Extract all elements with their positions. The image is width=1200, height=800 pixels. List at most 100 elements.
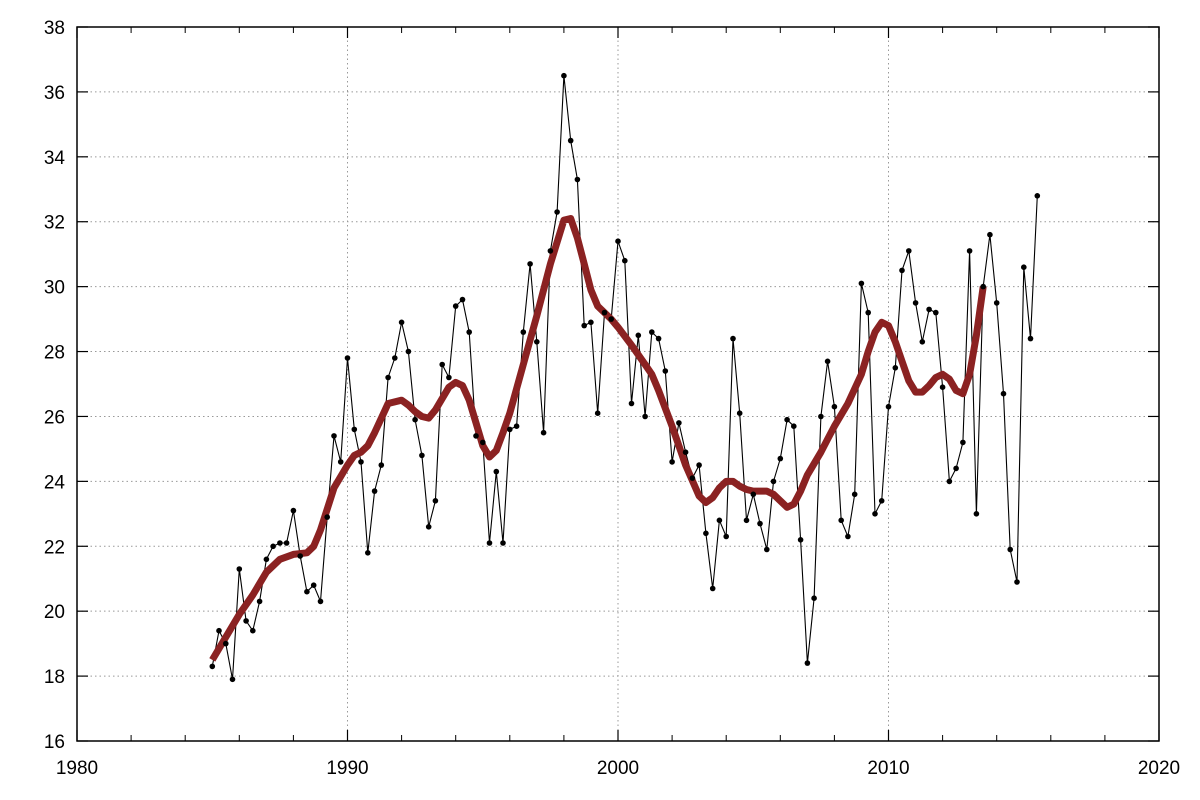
data-point xyxy=(1021,264,1027,271)
data-point xyxy=(405,348,412,355)
data-point xyxy=(412,416,418,423)
data-point xyxy=(500,540,506,546)
data-point xyxy=(223,640,229,647)
data-point xyxy=(662,368,669,374)
data-point xyxy=(1034,193,1041,199)
x-tick-label: 2010 xyxy=(867,758,909,779)
data-point xyxy=(534,339,540,345)
data-point xyxy=(689,475,696,481)
data-point xyxy=(567,137,574,144)
data-point xyxy=(878,498,885,504)
data-point xyxy=(452,303,459,309)
x-axis-ticks: 1980 1990 2000 2010 2020 xyxy=(56,27,1180,779)
y-tick-label: 18 xyxy=(44,667,65,688)
data-point xyxy=(804,660,811,666)
data-point xyxy=(554,209,560,215)
data-point xyxy=(290,507,297,514)
data-point xyxy=(1000,390,1007,397)
data-point xyxy=(736,410,743,417)
data-point xyxy=(939,384,946,391)
data-point xyxy=(628,400,635,407)
y-tick-label: 26 xyxy=(44,407,65,428)
data-point xyxy=(351,426,358,433)
data-point xyxy=(682,449,689,456)
data-point xyxy=(480,439,486,446)
grid xyxy=(77,27,1159,741)
x-tick-label: 2020 xyxy=(1138,758,1180,779)
data-point xyxy=(608,316,614,322)
trend-line xyxy=(209,215,987,662)
data-point xyxy=(716,517,723,524)
data-point xyxy=(980,283,986,290)
x-tick-label: 1980 xyxy=(56,758,98,779)
data-point xyxy=(831,403,838,410)
data-point xyxy=(216,627,222,634)
y-tick-label: 38 xyxy=(44,18,65,39)
data-point xyxy=(912,300,919,306)
data-point xyxy=(797,537,804,543)
y-axis-ticks: 16 18 20 22 24 26 28 30 32 34 36 38 xyxy=(44,18,1159,753)
data-point xyxy=(337,459,344,465)
y-tick-label: 24 xyxy=(44,472,66,493)
data-point xyxy=(588,319,594,326)
data-point xyxy=(946,478,953,485)
data-point xyxy=(581,322,587,329)
data-point xyxy=(885,403,892,410)
data-point xyxy=(486,540,493,546)
data-point xyxy=(926,306,932,313)
data-point xyxy=(770,478,777,485)
data-point xyxy=(838,517,844,524)
data-point xyxy=(966,248,973,254)
data-point xyxy=(594,410,601,417)
data-point xyxy=(642,413,648,420)
data-point xyxy=(419,452,425,459)
data-point xyxy=(317,598,324,605)
data-point xyxy=(263,556,270,563)
data-point xyxy=(953,465,959,472)
y-tick-label: 30 xyxy=(44,278,65,299)
data-point xyxy=(906,248,912,254)
data-point xyxy=(899,267,905,274)
data-point xyxy=(784,416,790,423)
data-point xyxy=(378,462,385,468)
data-point xyxy=(256,598,263,605)
data-point xyxy=(635,332,642,339)
data-point xyxy=(845,533,851,540)
data-point xyxy=(960,439,966,446)
data-point xyxy=(250,627,256,634)
data-point xyxy=(655,335,662,342)
data-point xyxy=(466,329,473,335)
y-tick-label: 36 xyxy=(44,83,65,104)
minor-ticks xyxy=(130,27,1106,741)
data-point xyxy=(703,530,709,537)
data-point xyxy=(507,426,513,433)
data-point xyxy=(236,566,243,572)
data-point xyxy=(540,429,547,436)
y-tick-label: 32 xyxy=(44,213,65,234)
data-point xyxy=(723,533,729,540)
data-point xyxy=(344,355,351,361)
data-point xyxy=(432,498,439,504)
data-point xyxy=(229,676,236,683)
data-point xyxy=(615,238,621,244)
data-point xyxy=(270,543,276,550)
data-point xyxy=(824,358,831,365)
data-point xyxy=(851,491,858,498)
data-point xyxy=(473,433,479,439)
data-point xyxy=(446,374,452,381)
series-group xyxy=(209,72,1041,683)
data-point xyxy=(371,488,378,494)
data-point xyxy=(777,455,784,462)
data-point xyxy=(304,588,310,595)
data-point xyxy=(622,257,628,264)
data-point xyxy=(527,261,533,267)
data-point xyxy=(973,511,980,517)
y-tick-label: 16 xyxy=(44,732,65,753)
data-point xyxy=(392,355,398,361)
data-point xyxy=(987,231,993,238)
data-point xyxy=(919,339,926,345)
data-point xyxy=(858,280,865,287)
data-point xyxy=(818,413,824,420)
data-point xyxy=(310,582,317,588)
